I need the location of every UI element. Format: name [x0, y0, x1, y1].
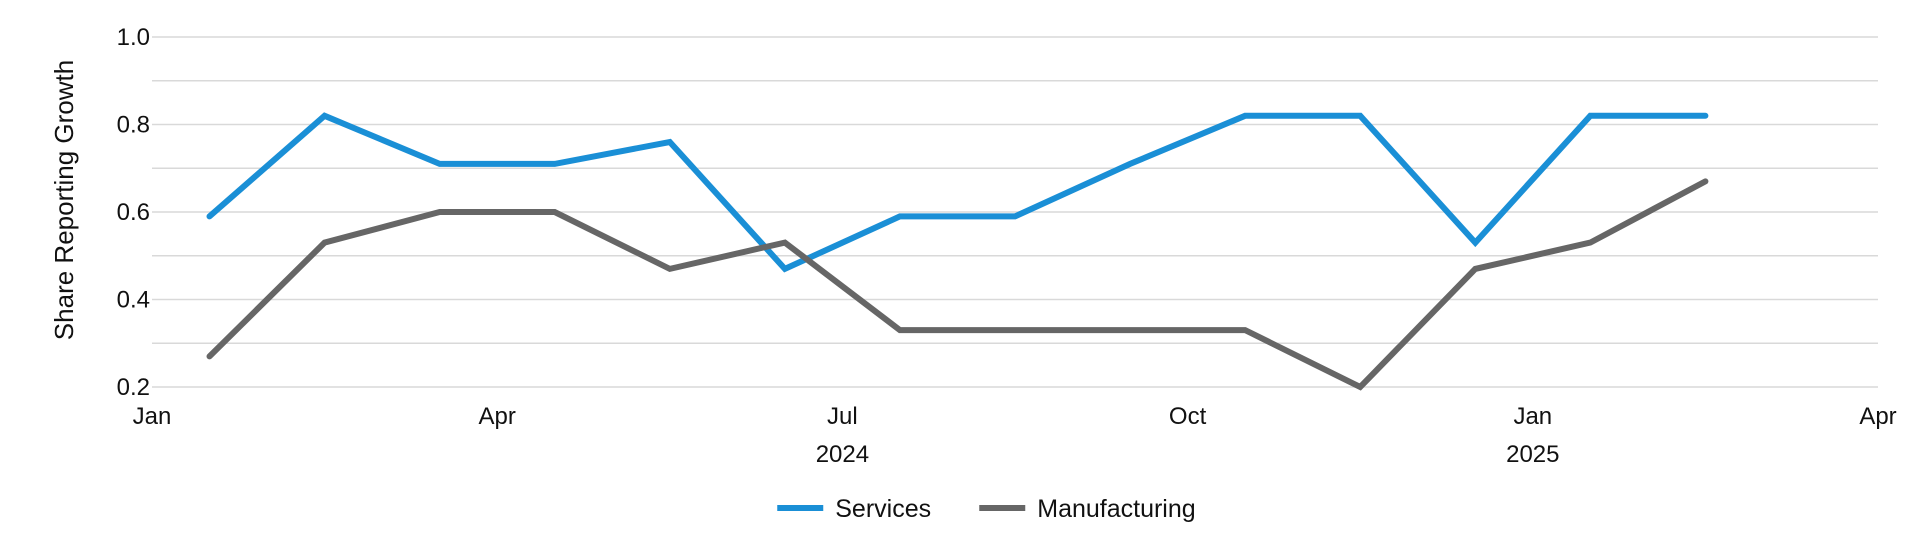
x-year-label: 2024 [816, 441, 869, 468]
x-tick-label: Apr [479, 403, 516, 430]
legend: Services Manufacturing [777, 495, 1196, 523]
y-tick-label: 0.6 [117, 199, 150, 226]
series-line-services [206, 112, 1709, 273]
x-tick-label: Apr [1859, 403, 1896, 430]
y-tick-label: 0.8 [117, 112, 150, 139]
legend-item-services: Services [777, 495, 931, 523]
legend-item-manufacturing: Manufacturing [979, 495, 1196, 523]
x-year-label: 2025 [1506, 441, 1559, 468]
gridlines [152, 36, 1878, 388]
y-axis-ticks: 0.2 0.4 0.6 0.8 1.0 [117, 24, 150, 401]
x-tick-label: Jan [133, 403, 172, 430]
y-tick-label: 0.2 [117, 374, 150, 401]
series-lines [206, 112, 1709, 391]
x-tick-label: Jul [827, 403, 858, 430]
legend-label: Manufacturing [1037, 495, 1195, 523]
y-tick-label: 1.0 [117, 24, 150, 51]
y-axis-title: Share Reporting Growth [49, 60, 79, 340]
series-line-manufacturing [206, 178, 1709, 391]
x-axis-ticks: Jan Apr Jul 2024 Oct Jan 2025 Apr [133, 403, 1897, 468]
x-tick-label: Jan [1513, 403, 1552, 430]
x-tick-label: Oct [1169, 403, 1207, 430]
legend-label: Services [835, 495, 931, 523]
y-tick-label: 0.4 [117, 287, 150, 314]
